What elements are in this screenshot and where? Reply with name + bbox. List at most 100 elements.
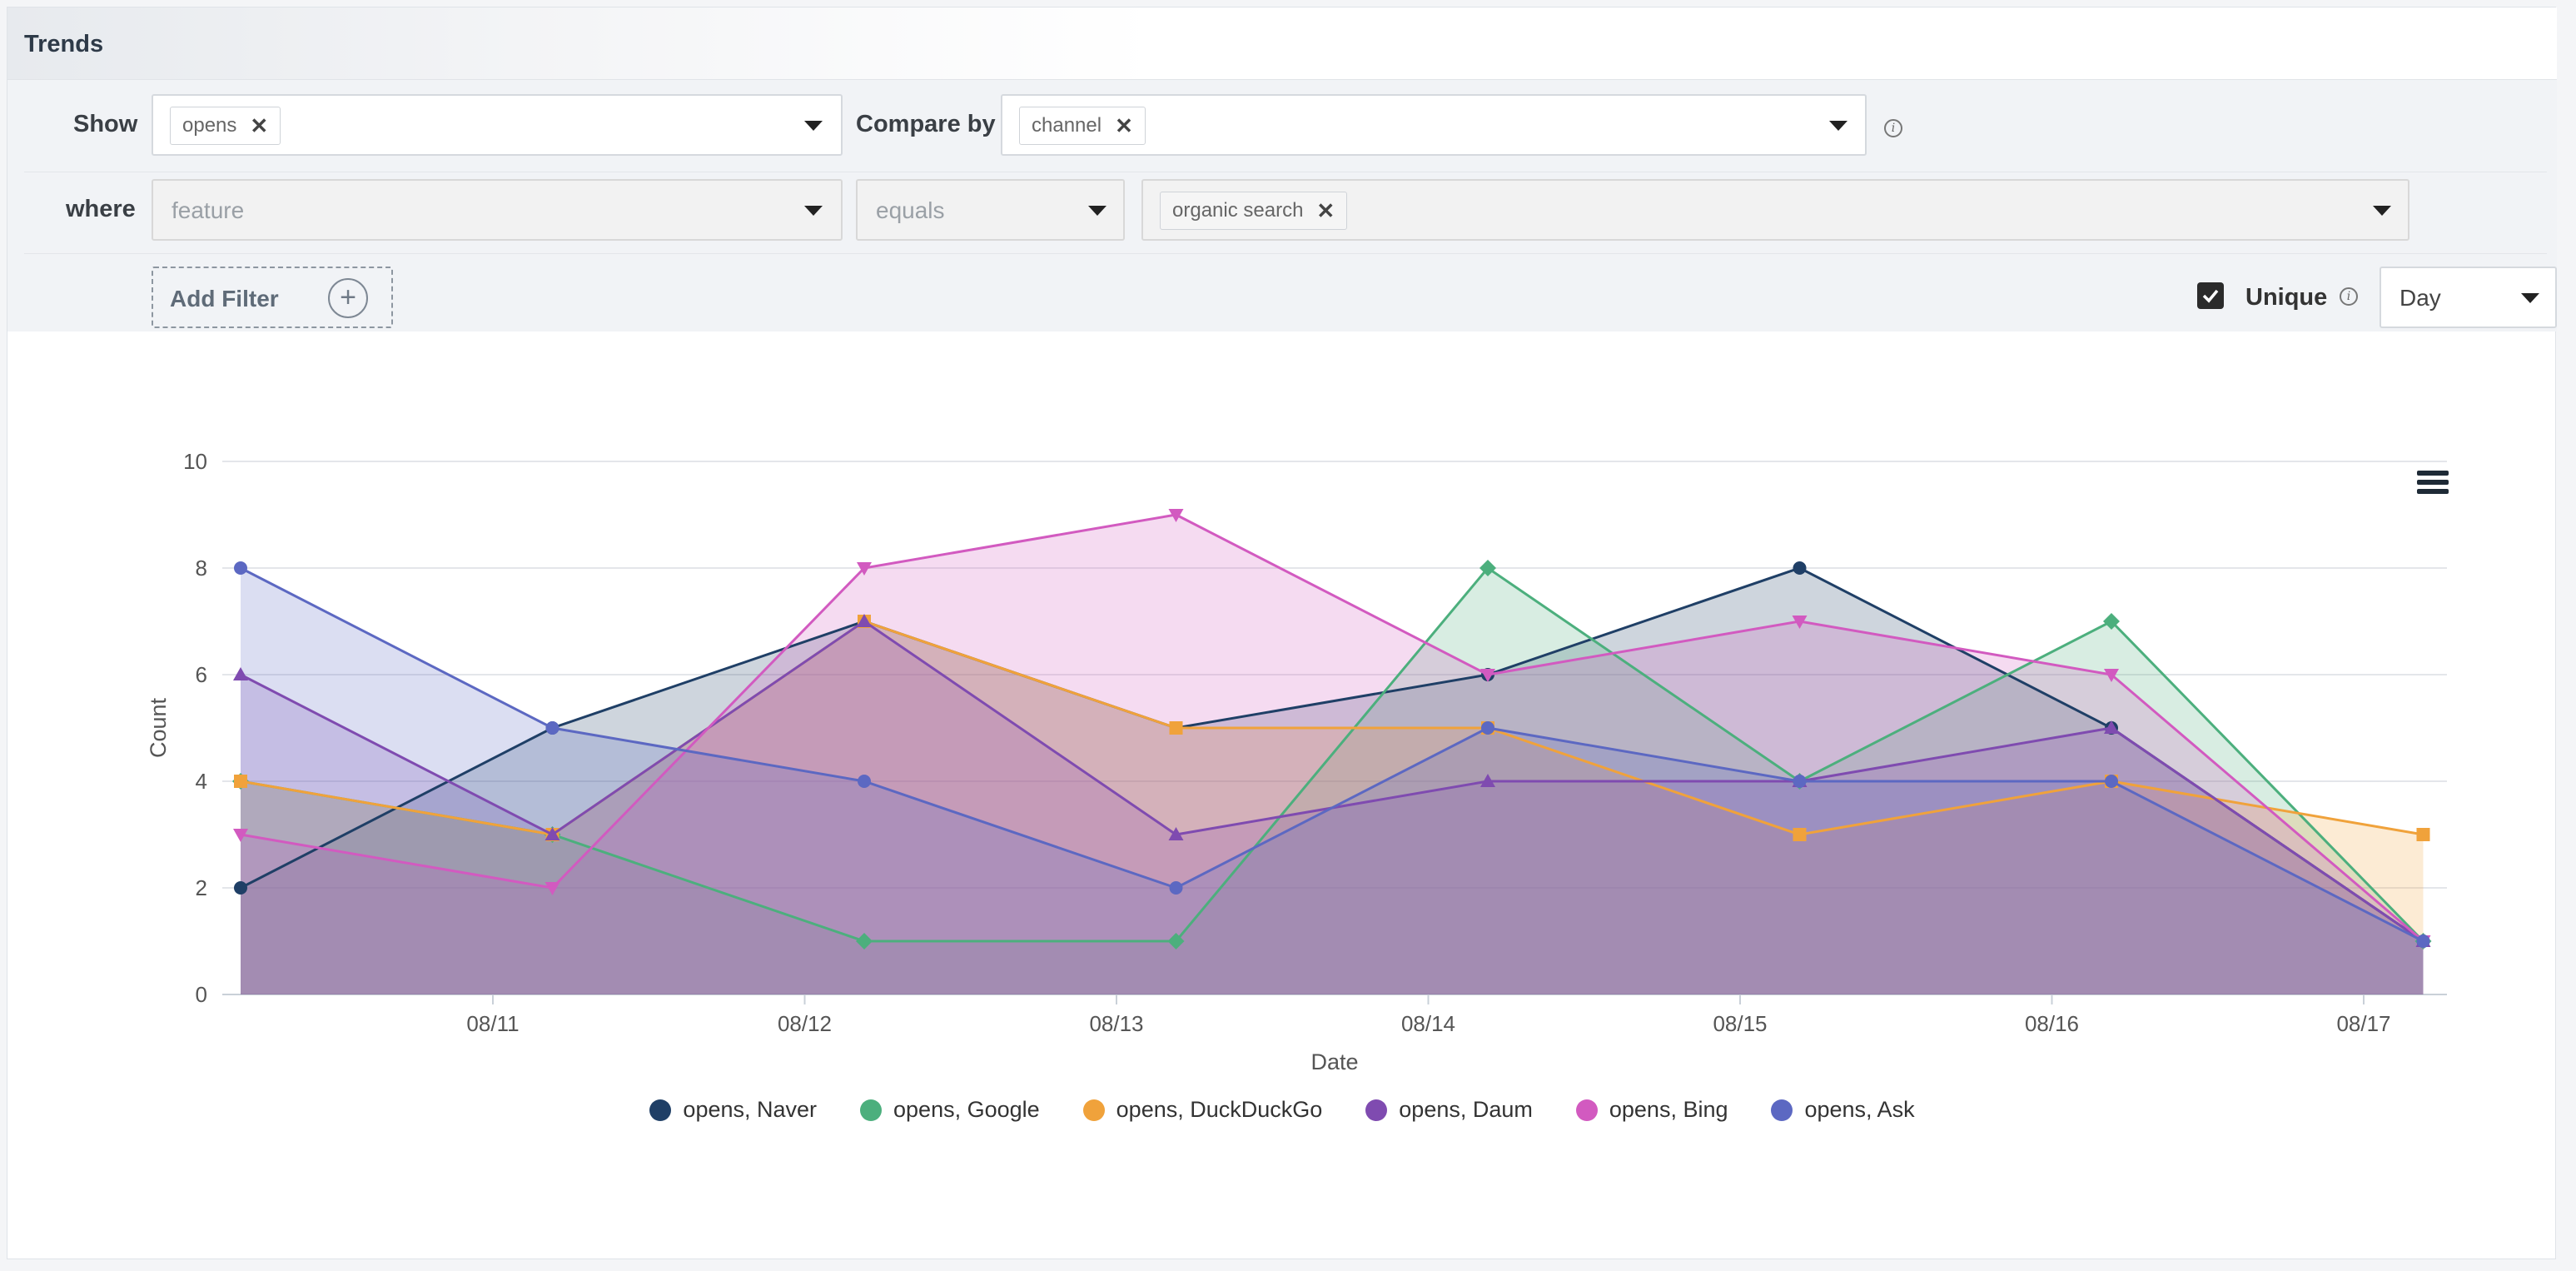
data-point — [856, 933, 873, 950]
legend-swatch — [1771, 1099, 1793, 1121]
show-tag: opens ✕ — [170, 107, 281, 145]
legend-item[interactable]: opens, Ask — [1771, 1097, 1915, 1123]
show-select[interactable]: opens ✕ — [152, 94, 843, 156]
data-point — [1479, 560, 1496, 576]
x-tick-label: 08/12 — [778, 1011, 832, 1036]
x-tick-label: 08/13 — [1089, 1011, 1143, 1036]
legend-item[interactable]: opens, Google — [860, 1097, 1040, 1123]
add-filter-button[interactable]: Add Filter + — [152, 267, 393, 328]
y-tick-label: 6 — [196, 662, 207, 687]
show-tag-label: opens — [182, 114, 237, 137]
legend-label: opens, Daum — [1399, 1097, 1533, 1122]
compare-tag-label: channel — [1032, 114, 1102, 137]
legend-item[interactable]: opens, DuckDuckGo — [1082, 1097, 1323, 1123]
checkmark-icon — [2202, 289, 2219, 303]
data-point — [234, 561, 247, 575]
compare-info-icon[interactable]: i — [1884, 119, 1902, 137]
legend-label: opens, DuckDuckGo — [1116, 1097, 1323, 1122]
interval-dropdown-caret-icon[interactable] — [2521, 293, 2539, 303]
compare-dropdown-caret-icon[interactable] — [1829, 121, 1847, 131]
value-dropdown-caret-icon[interactable] — [2373, 206, 2391, 216]
filter-value-tag: organic search ✕ — [1160, 192, 1348, 230]
legend-swatch — [860, 1099, 883, 1121]
data-point — [234, 881, 247, 895]
data-point — [1167, 933, 1185, 950]
series-area — [241, 568, 2424, 994]
data-point — [858, 775, 871, 788]
x-tick-label: 08/17 — [2336, 1011, 2390, 1036]
series-line — [240, 566, 2424, 943]
series-area — [241, 568, 2424, 994]
remove-show-tag-icon[interactable]: ✕ — [250, 112, 269, 138]
filter-value-select[interactable]: organic search ✕ — [1141, 179, 2409, 241]
data-point — [857, 562, 872, 576]
panel-header: Trends — [7, 7, 2557, 80]
data-point — [2416, 935, 2430, 948]
x-axis-title: Date — [1310, 1049, 1358, 1074]
data-point — [1792, 616, 1808, 629]
legend-item[interactable]: opens, Daum — [1365, 1097, 1533, 1123]
field-dropdown-caret-icon[interactable] — [804, 206, 823, 216]
series-line — [240, 566, 2424, 943]
legend-item[interactable]: opens, Bing — [1575, 1097, 1728, 1123]
query-controls: Show opens ✕ Compare by channel ✕ i wher… — [7, 80, 2557, 331]
data-point — [1168, 509, 1184, 522]
show-dropdown-caret-icon[interactable] — [804, 121, 823, 131]
filter-operator-placeholder: equals — [876, 197, 945, 223]
remove-compare-tag-icon[interactable]: ✕ — [1115, 112, 1133, 138]
interval-value: Day — [2399, 285, 2441, 311]
data-point — [1793, 561, 1807, 575]
row-divider — [24, 253, 2547, 254]
legend-swatch — [649, 1099, 672, 1121]
y-tick-label: 4 — [196, 769, 207, 794]
unique-checkbox[interactable] — [2197, 282, 2224, 309]
operator-dropdown-caret-icon[interactable] — [1088, 206, 1106, 216]
show-label: Show — [73, 111, 138, 137]
add-filter-label: Add Filter — [170, 286, 279, 312]
data-point — [233, 667, 248, 680]
data-point — [1793, 775, 1807, 788]
y-tick-label: 8 — [196, 556, 207, 581]
data-point — [1793, 828, 1807, 841]
data-point — [2105, 775, 2118, 788]
legend-label: opens, Ask — [1804, 1097, 1915, 1122]
series-line — [240, 513, 2424, 943]
compare-by-label: Compare by — [856, 111, 996, 137]
y-axis-title: Count — [146, 697, 171, 758]
y-tick-label: 0 — [196, 982, 207, 1007]
series-line — [240, 566, 2424, 943]
y-tick-label: 10 — [183, 449, 207, 474]
x-tick-label: 08/16 — [2025, 1011, 2079, 1036]
data-point — [545, 721, 559, 735]
chart-menu-icon[interactable] — [2417, 471, 2449, 497]
x-tick-label: 08/15 — [1713, 1011, 1767, 1036]
data-point — [2103, 613, 2120, 630]
x-tick-label: 08/14 — [1401, 1011, 1455, 1036]
chart-legend: opens, Naver opens, Google opens, DuckDuck… — [7, 1097, 2557, 1123]
filter-operator-select[interactable]: equals — [856, 179, 1125, 241]
x-tick-label: 08/11 — [466, 1011, 519, 1036]
legend-label: opens, Bing — [1609, 1097, 1728, 1122]
unique-info-icon[interactable]: i — [2340, 287, 2358, 306]
legend-item[interactable]: opens, Naver — [649, 1097, 817, 1123]
filter-field-select[interactable]: feature — [152, 179, 843, 241]
remove-filter-value-icon[interactable]: ✕ — [1316, 197, 1335, 223]
legend-swatch — [1082, 1099, 1105, 1121]
data-point — [2416, 828, 2430, 841]
compare-tag: channel ✕ — [1019, 107, 1146, 145]
legend-label: opens, Google — [893, 1097, 1040, 1122]
legend-swatch — [1575, 1099, 1598, 1121]
data-point — [1169, 721, 1183, 735]
legend-label: opens, Naver — [683, 1097, 818, 1122]
data-point — [545, 882, 560, 895]
data-point — [234, 775, 247, 788]
chart-svg: 0 2 4 6 8 10 08/11 08/12 08/13 08/14 08/15 08/16 08/… — [146, 449, 2447, 1074]
where-label: where — [66, 196, 136, 222]
compare-by-select[interactable]: channel ✕ — [1001, 94, 1867, 156]
legend-swatch — [1365, 1099, 1388, 1121]
trends-panel: Trends Show opens ✕ Compare by channel ✕… — [7, 7, 2557, 1259]
panel-title: Trends — [24, 31, 104, 57]
filter-value-tag-label: organic search — [1172, 199, 1304, 222]
interval-select[interactable]: Day — [2380, 267, 2557, 328]
data-point — [545, 827, 560, 840]
